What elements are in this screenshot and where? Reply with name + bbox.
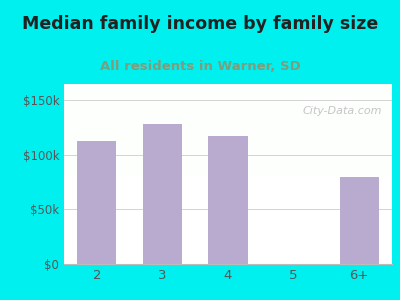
Text: Median family income by family size: Median family income by family size <box>22 15 378 33</box>
Text: City-Data.com: City-Data.com <box>303 106 382 116</box>
Text: All residents in Warner, SD: All residents in Warner, SD <box>100 60 300 73</box>
Bar <box>143 124 182 264</box>
Bar <box>208 136 248 264</box>
Bar <box>77 141 116 264</box>
Bar <box>340 177 379 264</box>
